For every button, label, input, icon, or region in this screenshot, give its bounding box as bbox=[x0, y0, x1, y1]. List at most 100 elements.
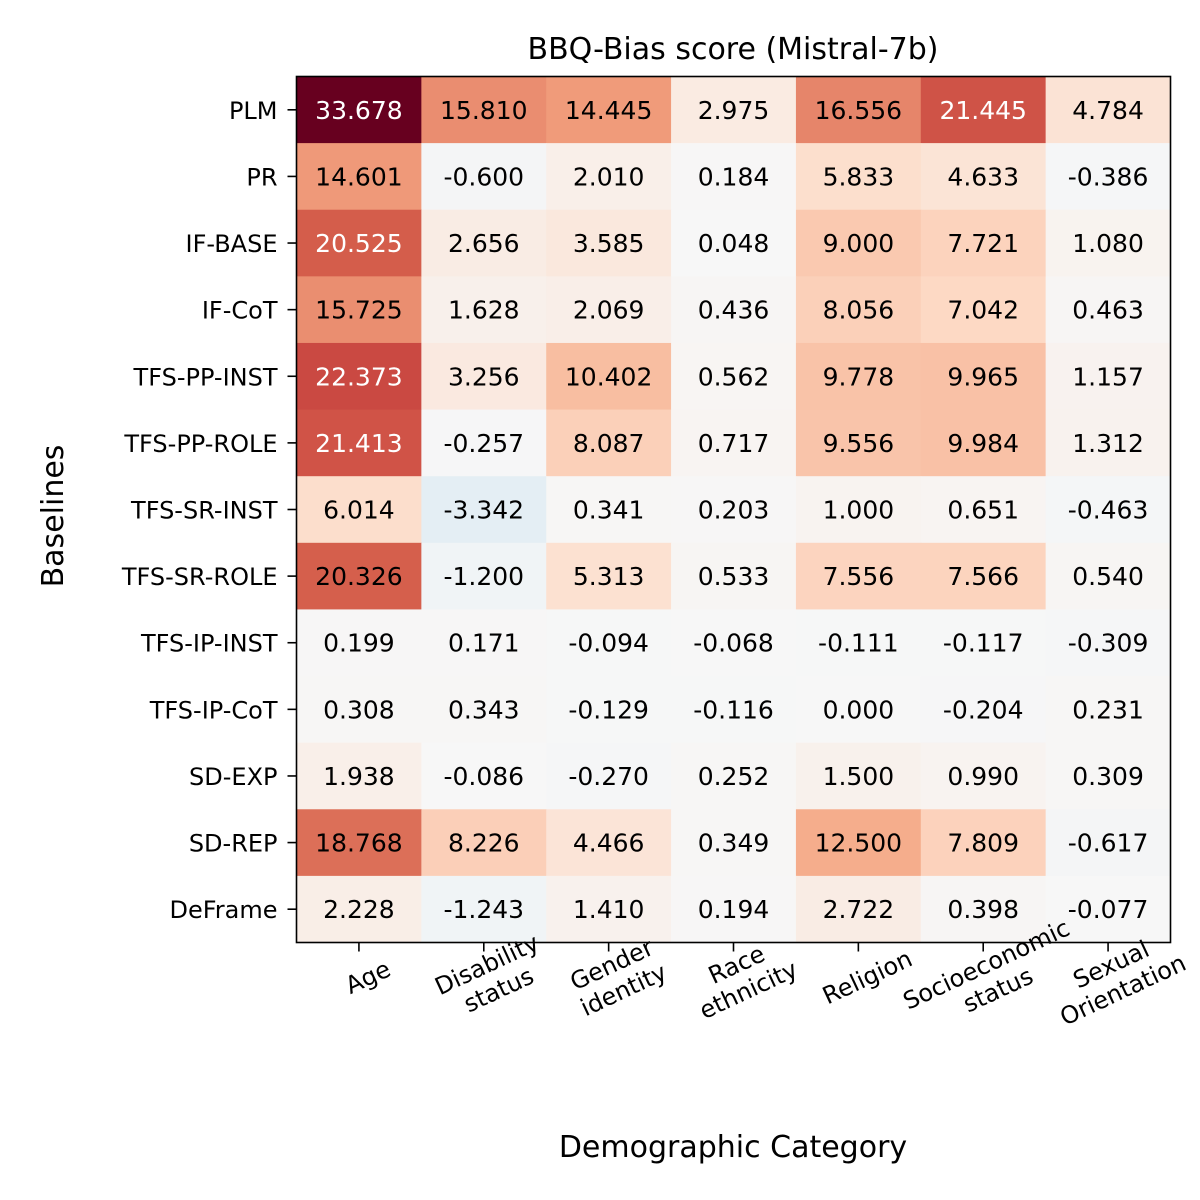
heatmap-cell-r3-c2 bbox=[546, 276, 672, 344]
chart-title: BBQ-Bias score (Mistral-7b) bbox=[527, 32, 938, 67]
cell-value-r1-c3: 0.184 bbox=[698, 162, 770, 191]
cell-value-r5-c6: 1.312 bbox=[1072, 429, 1144, 458]
x-tick-label-2: Genderidentity bbox=[564, 933, 671, 1022]
cell-value-r10-c2: -0.270 bbox=[568, 762, 649, 791]
cell-value-r2-c5: 7.721 bbox=[947, 229, 1019, 258]
heatmap-cell-r7-c0 bbox=[296, 542, 422, 610]
cell-value-r3-c4: 8.056 bbox=[823, 296, 895, 325]
cell-value-r0-c0: 33.678 bbox=[315, 96, 402, 125]
cell-value-r5-c3: 0.717 bbox=[698, 429, 770, 458]
cell-value-r1-c4: 5.833 bbox=[823, 162, 895, 191]
cell-value-r3-c1: 1.628 bbox=[448, 296, 520, 325]
cell-value-r12-c2: 1.410 bbox=[573, 895, 645, 924]
heatmap-cell-r11-c5 bbox=[920, 809, 1047, 877]
heatmap-cell-r12-c1 bbox=[421, 875, 547, 943]
heatmap-cell-r8-c6 bbox=[1045, 609, 1171, 677]
heatmap-cell-r7-c6 bbox=[1045, 542, 1171, 610]
cell-value-r8-c0: 0.199 bbox=[323, 629, 395, 658]
cell-value-r8-c1: 0.171 bbox=[448, 629, 520, 658]
heatmap-cell-r10-c6 bbox=[1045, 742, 1171, 810]
heatmap-cell-r0-c4 bbox=[795, 76, 922, 144]
heatmap-cell-r2-c2 bbox=[546, 209, 672, 277]
cell-value-r5-c4: 9.556 bbox=[823, 429, 895, 458]
y-tick-label-12: DeFrame bbox=[169, 896, 277, 924]
cell-value-r12-c1: -1.243 bbox=[443, 895, 524, 924]
heatmap-cell-r11-c6 bbox=[1045, 809, 1171, 877]
cell-value-r11-c0: 18.768 bbox=[315, 829, 402, 858]
cell-value-r0-c6: 4.784 bbox=[1072, 96, 1144, 125]
cell-value-r9-c3: -0.116 bbox=[693, 695, 774, 724]
y-tick-label-8: TFS-IP-INST bbox=[140, 630, 278, 658]
x-tick-label-4: Religion bbox=[818, 945, 916, 1011]
cell-value-r2-c4: 9.000 bbox=[823, 229, 895, 258]
cell-value-r3-c5: 7.042 bbox=[947, 296, 1019, 325]
heatmap-cell-r10-c0 bbox=[296, 742, 422, 810]
heatmap-cell-r0-c3 bbox=[671, 76, 797, 144]
heatmap-cells bbox=[296, 76, 1171, 943]
heatmap-cell-r11-c3 bbox=[671, 809, 797, 877]
y-tick-label-2: IF-BASE bbox=[186, 230, 278, 258]
cell-value-r9-c0: 0.308 bbox=[323, 695, 395, 724]
x-tick-label-0-line-0: Age bbox=[341, 955, 395, 1000]
cell-value-r6-c1: -3.342 bbox=[443, 496, 524, 525]
cell-value-r6-c6: -0.463 bbox=[1068, 496, 1149, 525]
cell-value-r5-c1: -0.257 bbox=[443, 429, 524, 458]
y-tick-label-11: SD-REP bbox=[189, 830, 278, 858]
heatmap-cell-r1-c0 bbox=[296, 143, 422, 211]
cell-value-r0-c2: 14.445 bbox=[565, 96, 652, 125]
heatmap-cell-r2-c5 bbox=[920, 209, 1047, 277]
y-tick-label-10: SD-EXP bbox=[189, 763, 277, 791]
cell-value-r7-c0: 20.326 bbox=[315, 562, 402, 591]
heatmap-cell-r0-c0 bbox=[296, 76, 422, 144]
y-tick-label-9: TFS-IP-CoT bbox=[149, 696, 278, 724]
heatmap-cell-r0-c1 bbox=[421, 76, 547, 144]
cell-value-r1-c6: -0.386 bbox=[1068, 162, 1149, 191]
cell-value-r11-c2: 4.466 bbox=[573, 829, 645, 858]
heatmap-cell-r0-c2 bbox=[546, 76, 672, 144]
cell-value-r3-c6: 0.463 bbox=[1072, 296, 1144, 325]
cell-value-r10-c4: 1.500 bbox=[823, 762, 895, 791]
cell-value-r2-c3: 0.048 bbox=[698, 229, 770, 258]
cell-value-r10-c0: 1.938 bbox=[323, 762, 395, 791]
heatmap-cell-r8-c2 bbox=[546, 609, 672, 677]
heatmap-cell-r4-c4 bbox=[795, 342, 922, 411]
cell-value-r4-c0: 22.373 bbox=[315, 362, 402, 391]
cell-value-r1-c0: 14.601 bbox=[315, 162, 402, 191]
heatmap-cell-r12-c5 bbox=[920, 875, 1047, 943]
cell-value-r7-c6: 0.540 bbox=[1072, 562, 1144, 591]
heatmap-cell-r2-c0 bbox=[296, 209, 422, 277]
heatmap-cell-r4-c2 bbox=[546, 342, 672, 411]
cell-value-r5-c0: 21.413 bbox=[315, 429, 402, 458]
heatmap-cell-r4-c0 bbox=[296, 342, 422, 411]
heatmap-cell-r6-c6 bbox=[1045, 476, 1171, 544]
cell-value-r3-c2: 2.069 bbox=[573, 296, 645, 325]
heatmap-cell-r11-c0 bbox=[296, 809, 422, 877]
cell-value-r12-c6: -0.077 bbox=[1068, 895, 1149, 924]
x-tick-label-3: Raceethnicity bbox=[683, 930, 802, 1025]
heatmap-cell-r6-c5 bbox=[920, 476, 1047, 544]
heatmap-cell-r12-c0 bbox=[296, 875, 422, 943]
cell-value-r0-c1: 15.810 bbox=[440, 96, 527, 125]
cell-value-r1-c5: 4.633 bbox=[947, 162, 1019, 191]
heatmap-cell-r5-c6 bbox=[1045, 409, 1171, 477]
cell-value-r0-c5: 21.445 bbox=[939, 96, 1026, 125]
heatmap-cell-r5-c0 bbox=[296, 409, 422, 477]
heatmap-cell-r2-c1 bbox=[421, 209, 547, 277]
heatmap-cell-r9-c3 bbox=[671, 676, 797, 744]
heatmap-cell-r6-c2 bbox=[546, 476, 672, 544]
cell-value-r4-c4: 9.778 bbox=[823, 362, 895, 391]
cell-value-r0-c3: 2.975 bbox=[698, 96, 770, 125]
heatmap-cell-r0-c6 bbox=[1045, 76, 1171, 144]
heatmap-cell-r7-c1 bbox=[421, 542, 547, 610]
cell-value-r6-c5: 0.651 bbox=[947, 496, 1019, 525]
heatmap-cell-r9-c5 bbox=[920, 676, 1047, 744]
cell-value-r10-c3: 0.252 bbox=[698, 762, 770, 791]
cell-value-r9-c2: -0.129 bbox=[568, 695, 649, 724]
y-tick-label-5: TFS-PP-ROLE bbox=[123, 430, 277, 458]
cell-value-r5-c2: 8.087 bbox=[573, 429, 645, 458]
heatmap-cell-r6-c1 bbox=[421, 476, 547, 544]
heatmap-cell-r6-c4 bbox=[795, 476, 922, 544]
cell-value-r4-c1: 3.256 bbox=[448, 362, 520, 391]
cell-value-r7-c2: 5.313 bbox=[573, 562, 645, 591]
heatmap-cell-r1-c2 bbox=[546, 143, 672, 211]
